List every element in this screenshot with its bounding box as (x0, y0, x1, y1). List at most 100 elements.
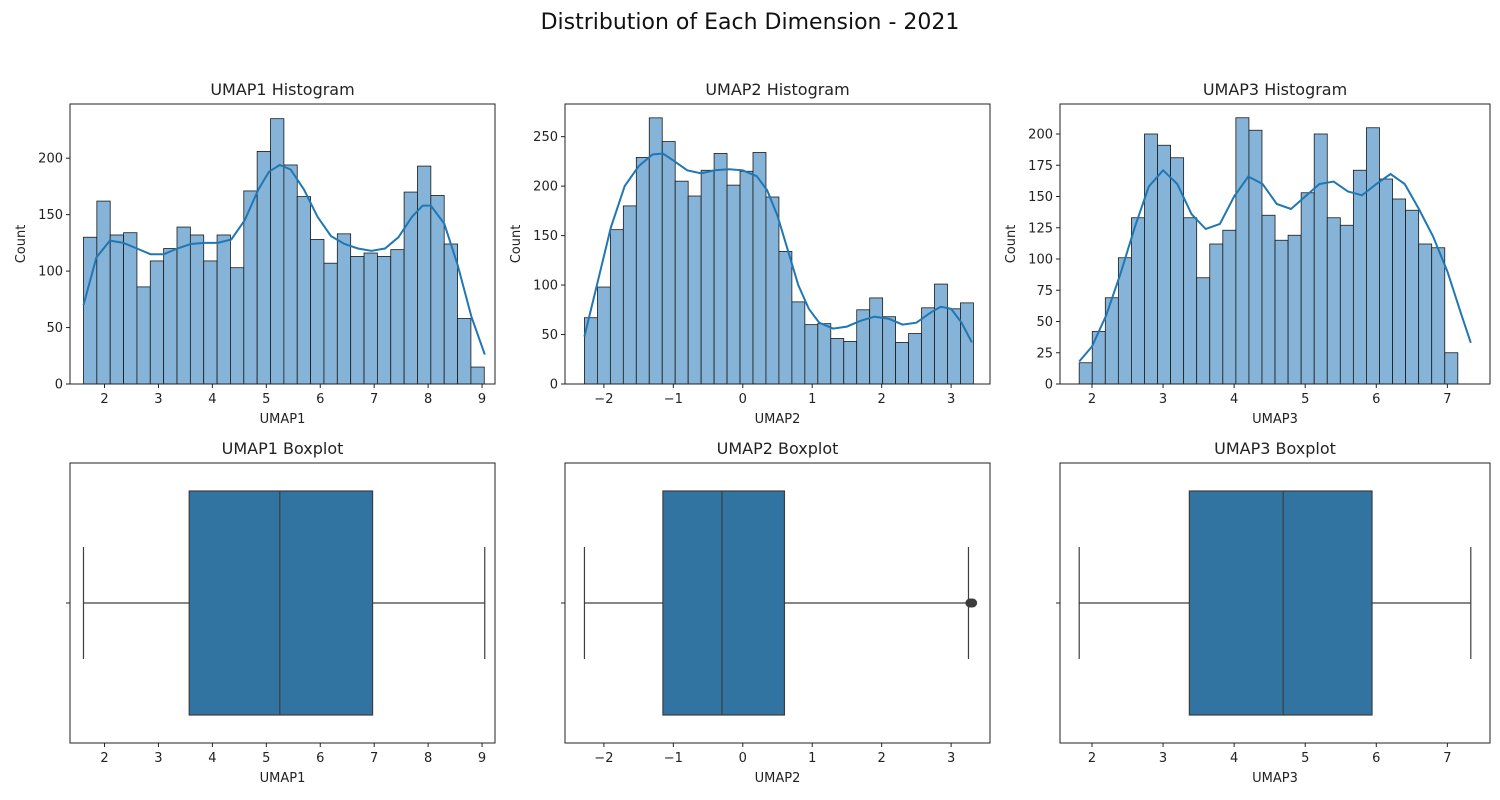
x-tick-label: 2 (1088, 751, 1096, 766)
x-axis-label: UMAP3 (1252, 412, 1298, 427)
x-tick-label: 6 (1372, 392, 1380, 407)
histogram-bar (921, 307, 935, 385)
y-tick-label: 0 (1045, 378, 1053, 393)
subplot-5: UMAP2 Boxplot −2 −1 0 1 2 3 UMAP2 (561, 439, 991, 786)
histogram-bar (635, 157, 650, 385)
x-tick-label: 5 (1301, 392, 1309, 407)
histogram-bar (1339, 224, 1354, 385)
subplot-4: UMAP1 Boxplot 2 3 4 5 6 7 8 9 UMAP1 (66, 439, 496, 786)
x-axis-label: UMAP2 (755, 771, 801, 786)
y-axis-label: Count (14, 225, 29, 264)
histogram-bar (336, 233, 352, 385)
x-tick-label: 2 (878, 751, 886, 766)
x-tick-label: 9 (478, 392, 486, 407)
x-tick-label: 8 (424, 392, 432, 407)
histogram-bar (230, 267, 245, 385)
histogram-bar (778, 251, 793, 385)
y-tick-label: 175 (1028, 159, 1053, 174)
histogram-bar (123, 232, 138, 385)
subplot-title: UMAP3 Histogram (1203, 80, 1347, 99)
x-tick-label: 2 (1088, 392, 1096, 407)
axes-frame (564, 103, 991, 385)
histogram-bar (163, 248, 178, 385)
x-tick-label: 3 (1159, 751, 1167, 766)
x-tick-label: 7 (1443, 751, 1451, 766)
histogram-bar (1379, 178, 1393, 385)
histogram-bar (1209, 243, 1224, 385)
y-tick-label: 150 (38, 208, 63, 223)
axes-frame (1059, 103, 1491, 385)
histogram-bar (96, 200, 111, 385)
x-tick-label: 2 (878, 392, 886, 407)
y-tick-label: 50 (46, 321, 63, 336)
x-tick-label: 6 (1372, 751, 1380, 766)
histogram-bar (1366, 127, 1380, 385)
y-tick-label: 150 (533, 229, 558, 244)
histogram-bar (1183, 217, 1198, 385)
histogram-bar (457, 318, 472, 385)
y-axis-label: Count (1004, 225, 1019, 264)
subplot-title: UMAP3 Boxplot (1214, 439, 1336, 458)
x-tick-label: 6 (316, 751, 324, 766)
histogram-bar (1392, 198, 1406, 385)
x-tick-label: 5 (262, 751, 270, 766)
x-tick-label: 3 (154, 751, 162, 766)
x-tick-label: −1 (664, 392, 683, 407)
histogram-bar (296, 196, 311, 385)
interquartile-box (662, 490, 786, 716)
histogram-bar (1196, 277, 1211, 385)
subplot-6: UMAP3 Boxplot 2 3 4 5 6 7 UMAP3 (1056, 439, 1491, 786)
x-tick-label: 5 (262, 392, 270, 407)
x-tick-label: 4 (208, 751, 216, 766)
histogram-bar (804, 324, 819, 385)
x-tick-label: 3 (1159, 392, 1167, 407)
x-tick-label: 4 (208, 392, 216, 407)
x-axis-label: UMAP1 (260, 412, 306, 427)
histogram-bar (661, 141, 676, 385)
histogram-bar (390, 249, 405, 385)
x-tick-label: 1 (808, 392, 816, 407)
x-tick-label: 7 (1443, 392, 1451, 407)
x-tick-label: 0 (739, 392, 747, 407)
y-axis-label: Count (509, 225, 524, 264)
histogram-bar (403, 191, 418, 385)
x-tick-label: 6 (316, 392, 324, 407)
histogram-bar (1405, 209, 1420, 385)
histogram-bar (1352, 169, 1367, 385)
histogram-bar (1300, 192, 1315, 385)
axes-frame (564, 462, 991, 744)
histogram-bar (283, 164, 298, 385)
interquartile-box (1188, 490, 1373, 716)
x-axis-label: UMAP3 (1252, 771, 1298, 786)
histogram-bar (1131, 217, 1145, 385)
interquartile-box (188, 490, 374, 716)
x-tick-label: 7 (370, 392, 378, 407)
histogram-bar (648, 117, 663, 385)
histogram-bar (189, 234, 205, 385)
x-tick-label: −1 (664, 751, 683, 766)
histogram-bar (176, 226, 191, 385)
axes-frame (1059, 462, 1491, 744)
histogram-bar (1313, 133, 1328, 385)
subplot-title: UMAP2 Histogram (705, 80, 849, 99)
histogram-bar (765, 196, 780, 385)
histogram-bar (136, 286, 151, 385)
subplot-2: UMAP2 Histogram 0 50 100 150 200 250 Count −2 −1 0… (509, 80, 991, 427)
histogram-bar (109, 234, 124, 385)
y-tick-label: 100 (1028, 253, 1053, 268)
subplot-title: UMAP1 Boxplot (222, 439, 344, 458)
histogram-bar (376, 256, 392, 385)
histogram-bar (1235, 117, 1250, 385)
histogram-bar (843, 341, 858, 385)
x-tick-label: 9 (478, 751, 486, 766)
x-tick-label: −2 (594, 751, 613, 766)
subplot-title: UMAP1 Histogram (210, 80, 354, 99)
subplot-1: UMAP1 Histogram 0 50 100 150 200 Count 2 3 4 5 6 7 8 9… (14, 80, 496, 427)
y-tick-label: 50 (541, 328, 558, 343)
histogram-bar (443, 243, 458, 385)
figure-suptitle: Distribution of Each Dimension - 2021 (540, 10, 960, 35)
histogram-bar (700, 169, 715, 385)
histogram-bar (1326, 217, 1341, 385)
